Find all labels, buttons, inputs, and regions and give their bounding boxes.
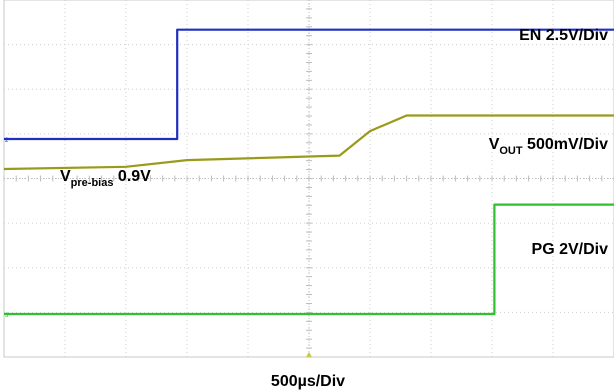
graticule (3, 0, 614, 358)
vpre-bias-annotation: Vpre-bias 0.9V (60, 168, 151, 189)
trace-en (4, 28, 614, 141)
trigger-marker (306, 352, 312, 357)
channel-ref-marker: 3 (5, 313, 9, 319)
vout-channel-label: VOUT 500mV/Div (489, 136, 608, 157)
trace-vout (3, 114, 614, 171)
traces: 23 (3, 28, 614, 319)
trace-pg (4, 203, 614, 316)
pg-channel-label: PG 2V/Div (532, 241, 609, 258)
channel-ref-marker: 2 (5, 138, 9, 144)
en-channel-label: EN 2.5V/Div (519, 27, 608, 44)
time-base-label: 500µs/Div (271, 373, 345, 390)
